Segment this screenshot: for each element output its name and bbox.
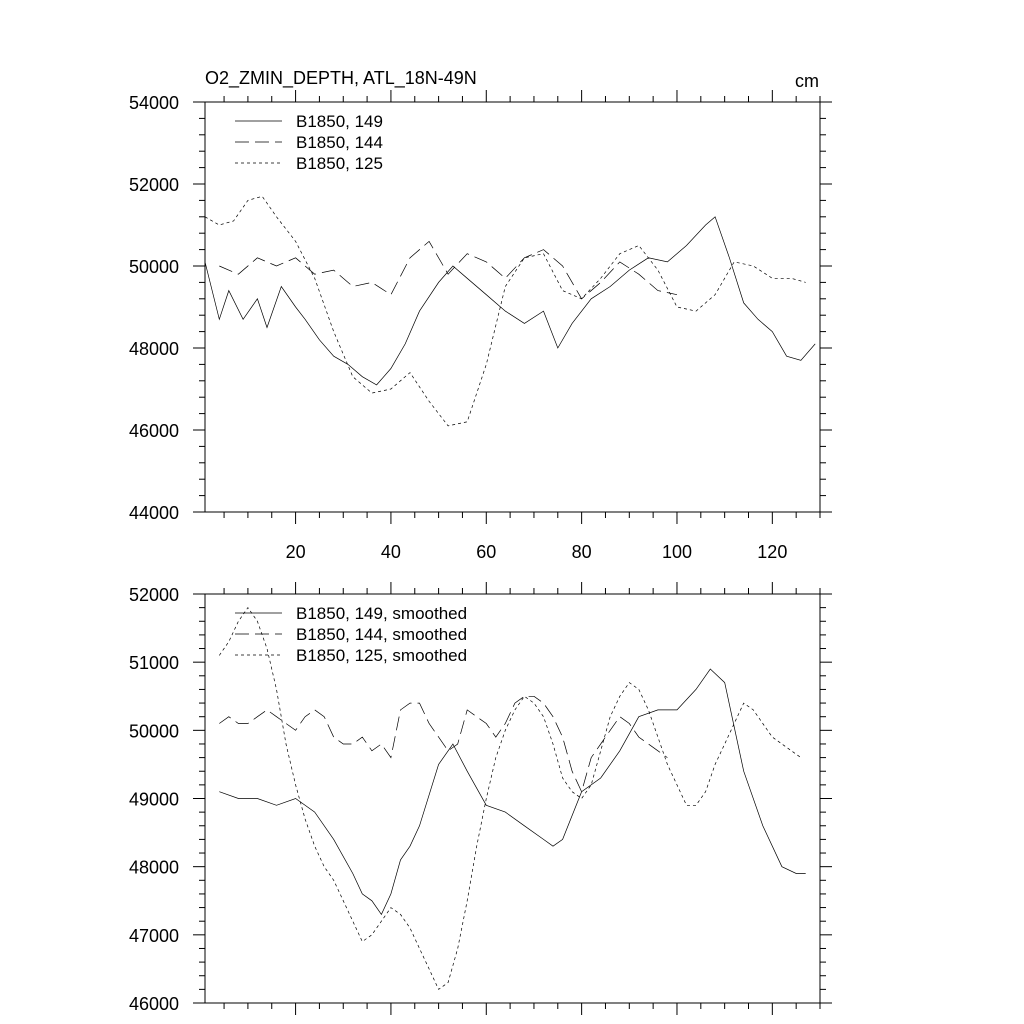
top-panel: 44000 46000 48000 50000 52000 54000 20 40 60 80 10… [129, 68, 832, 562]
series-line-long [219, 695, 668, 793]
legend-label: B1850, 125, smoothed [296, 646, 467, 665]
plot-frame [204, 101, 821, 513]
x-tick-label: 120 [757, 542, 787, 562]
y-tick-label: 51000 [129, 653, 179, 673]
x-tick-label: 60 [476, 542, 496, 562]
y-tick-label: 48000 [129, 858, 179, 878]
y-tick-label: 47000 [129, 926, 179, 946]
y-tick-label: 52000 [129, 585, 179, 605]
series-line-solid [205, 216, 816, 386]
bottom-panel: 46000 47000 48000 49000 50000 51000 52000 B1850… [129, 582, 832, 1015]
x-tick-label: 40 [381, 542, 401, 562]
series-line-long [219, 240, 678, 300]
y-tick-label: 52000 [129, 175, 179, 195]
series-line-short [219, 606, 802, 990]
y-tick-label: 50000 [129, 721, 179, 741]
y-tick-label: 46000 [129, 994, 179, 1014]
y-tick-label: 48000 [129, 339, 179, 359]
y-tick-label: 54000 [129, 93, 179, 113]
y-tick-label: 50000 [129, 257, 179, 277]
y-tick-label: 49000 [129, 790, 179, 810]
chart-title: O2_ZMIN_DEPTH, ATL_18N-49N [205, 68, 477, 89]
x-tick-label: 20 [286, 542, 306, 562]
legend-label: B1850, 125 [296, 154, 383, 173]
legend-label: B1850, 144 [296, 133, 383, 152]
series-line-solid [219, 668, 806, 916]
x-tick-label: 100 [662, 542, 692, 562]
y-tick-label: 46000 [129, 421, 179, 441]
series-line-short [205, 195, 806, 427]
legend-label: B1850, 144, smoothed [296, 625, 467, 644]
units-label: cm [795, 71, 819, 91]
y-tick-label: 44000 [129, 503, 179, 523]
x-tick-label: 80 [572, 542, 592, 562]
legend-label: B1850, 149 [296, 112, 383, 131]
legend-label: B1850, 149, smoothed [296, 604, 467, 623]
